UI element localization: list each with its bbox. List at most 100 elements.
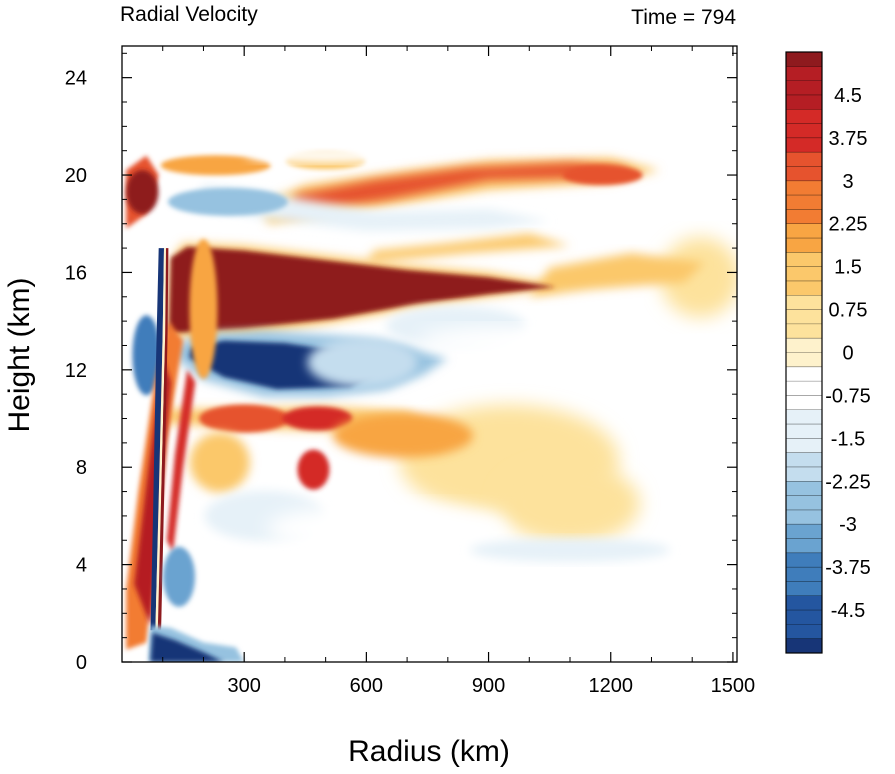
colorbar-label: 0.75 — [829, 300, 868, 322]
weak-inflow-region — [682, 142, 737, 183]
lower-inflow-patch — [470, 538, 671, 562]
inflow-fringe — [418, 326, 599, 355]
y-tick-label: 4 — [76, 555, 87, 577]
colorbar-swatch — [786, 223, 822, 239]
midlevel-outflow-patch — [189, 432, 250, 493]
colorbar-label: 1.5 — [834, 257, 862, 279]
colorbar-swatch — [786, 495, 822, 511]
colorbar-swatch — [786, 295, 822, 310]
plot-area — [122, 46, 737, 662]
colorbar-label: -3.75 — [825, 557, 871, 579]
colorbar-swatch — [786, 595, 822, 611]
colorbar-label: -0.75 — [825, 385, 871, 407]
weak-outflow-region — [500, 463, 641, 544]
eyewall-gap — [155, 248, 166, 631]
y-tick-label: 0 — [76, 652, 87, 674]
x-tick-label: 300 — [227, 675, 260, 697]
colorbar-label: 4.5 — [834, 85, 862, 107]
colorbar-swatch — [786, 137, 822, 153]
colorbar-swatch — [786, 238, 822, 253]
midlevel-outflow-patch — [333, 413, 474, 458]
colorbar-swatch — [786, 610, 822, 625]
upper-outflow-layer — [284, 162, 632, 214]
colorbar-label: -3 — [839, 514, 857, 536]
eyewall-inflow-patch — [163, 546, 196, 607]
colorbar-swatch — [786, 567, 822, 582]
colorbar-label: 3.75 — [829, 128, 868, 150]
upper-inflow-patch — [245, 148, 406, 163]
lower-inflow-patch — [369, 552, 690, 601]
colorbar-label: -4.5 — [831, 600, 865, 622]
midlevel-outflow-patch — [297, 449, 330, 490]
x-axis: 300 600 900 1200 1500 — [162, 46, 755, 697]
colorbar-swatch — [786, 152, 822, 167]
colorbar-label: -1.5 — [831, 428, 865, 450]
colorbar-swatch — [786, 252, 822, 267]
colorbar-swatch — [786, 452, 822, 468]
colorbar-swatch — [786, 309, 822, 325]
x-tick-label: 600 — [350, 675, 383, 697]
colorbar-swatch — [786, 409, 822, 425]
colorbar-swatch — [786, 481, 822, 496]
midlevel-outflow-patch — [282, 406, 353, 431]
inflow-fringe — [307, 337, 418, 388]
colorbar-label: 3 — [842, 171, 853, 193]
colorbar-swatch — [786, 52, 822, 67]
midlevel-outflow-patch — [199, 404, 290, 433]
colorbar-swatch — [786, 366, 822, 382]
colorbar-swatch — [786, 538, 822, 554]
velocity-field — [126, 142, 737, 662]
colorbar-swatch — [786, 395, 822, 411]
colorbar-label: -2.25 — [825, 471, 871, 493]
colorbar-swatch — [786, 581, 822, 597]
lower-inflow-patch — [266, 504, 507, 553]
secondary-outflow — [189, 238, 218, 379]
colorbar-swatch — [786, 524, 822, 539]
colorbar-swatch — [786, 552, 822, 568]
upper-inflow-patch — [167, 187, 288, 216]
colorbar-swatch — [786, 266, 822, 282]
plot-frame — [121, 45, 738, 663]
inflow-patch — [132, 315, 161, 396]
upper-inflow-layer — [195, 184, 550, 231]
colorbar-swatch — [786, 509, 822, 525]
colorbar-swatch — [786, 109, 822, 124]
y-tick-label: 12 — [65, 360, 87, 382]
x-tick-label: 900 — [472, 675, 505, 697]
colorbar-swatch — [786, 280, 822, 296]
eyewall-inflow-line — [150, 248, 164, 631]
colorbar-swatch — [786, 66, 822, 81]
boundary-layer-inflow — [150, 632, 224, 662]
y-tick-label: 24 — [65, 68, 87, 90]
x-tick-label: 1200 — [588, 675, 633, 697]
colorbar-swatch — [786, 94, 822, 110]
x-axis-title: Radius (km) — [348, 735, 510, 768]
colorbar-swatch — [786, 195, 822, 210]
colorbar-swatch — [786, 381, 822, 396]
colorbar-swatch — [786, 352, 822, 368]
colorbar-swatch — [786, 166, 822, 182]
eyewall-outflow-line — [157, 248, 169, 631]
colorbar-swatch — [786, 438, 822, 453]
colorbar-swatch — [786, 80, 822, 96]
chart-title-left: Radial Velocity — [120, 3, 258, 26]
colorbar-swatch — [786, 323, 822, 339]
outflow-jet — [168, 246, 556, 334]
colorbar-swatch — [786, 424, 822, 439]
colorbar-frame — [785, 51, 823, 654]
colorbar-label: 0 — [842, 343, 853, 365]
outflow-tail — [366, 233, 570, 263]
outflow-tail — [529, 253, 705, 297]
y-tick-label: 8 — [76, 457, 87, 479]
chart-title-right: Time = 794 — [631, 6, 736, 29]
colorbar-swatch — [786, 338, 822, 353]
y-axis: 0 4 8 12 16 20 24 — [65, 52, 737, 674]
colorbar: 4.5 3.75 3 2.25 1.5 0.75 0 -0.75 -1.5 -2.25 -3 -3.7… — [785, 51, 871, 654]
colorbar-swatch — [786, 209, 822, 225]
colorbar-swatch — [786, 638, 822, 654]
colorbar-label: 2.25 — [829, 214, 868, 236]
colorbar-swatch — [786, 624, 822, 639]
y-axis-title: Height (km) — [3, 277, 36, 432]
colorbar-swatch — [786, 466, 822, 482]
